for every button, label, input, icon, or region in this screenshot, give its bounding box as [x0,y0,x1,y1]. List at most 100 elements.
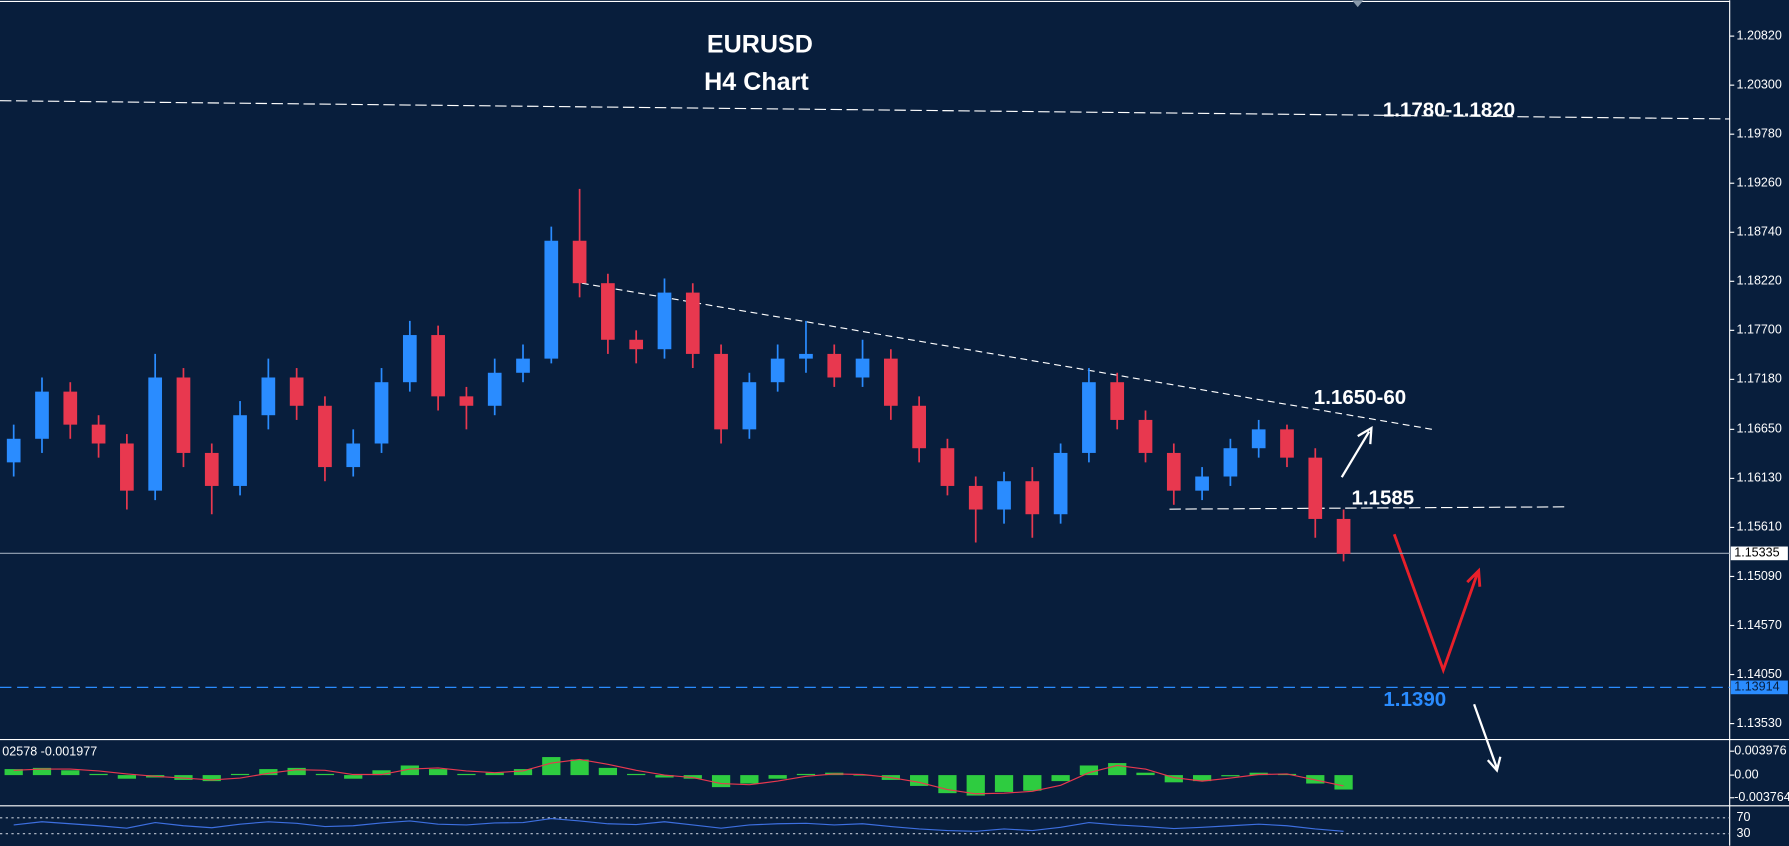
macd-bar [457,773,476,776]
candle-body [572,240,587,284]
y-tick-label: 1.18220 [1737,274,1782,288]
candle-body [799,353,813,359]
candle-body [714,353,728,430]
candle-body [997,481,1011,510]
candle-body [6,438,21,463]
chart-title: EURUSD [707,31,813,59]
candle-body [1195,476,1209,491]
y-tick-label: 70 [1737,810,1751,824]
arrow [1392,533,1482,675]
macd-bar [1079,765,1099,776]
macd-bar [315,773,335,776]
macd-bar [1023,775,1042,791]
macd-bar [1108,763,1127,776]
price-label: 1.15335 [1734,546,1779,560]
candle-body [1082,382,1096,453]
candle-body [884,358,898,406]
price-marker [1730,546,1788,561]
y-tick-label: 1.16130 [1737,471,1782,485]
candle-body [657,292,672,350]
candle-body [601,283,615,340]
y-tick-label: 1.19260 [1737,176,1782,190]
macd-bar [796,773,816,776]
price-marker [1730,680,1788,695]
y-tick-label: 1.15090 [1737,569,1782,583]
resistance-line [0,100,1730,120]
marker [1352,0,1364,8]
y-tick-label: -0.003764 [1734,790,1789,804]
macd-bar [768,775,787,779]
candle-body [1308,457,1323,519]
drawings [0,100,1730,773]
candle-body [1251,429,1266,449]
y-tick-label: 1.18740 [1737,225,1782,239]
candle-body [261,377,276,416]
macd-bar [259,769,278,776]
macd-bar [202,775,221,782]
candle-body [233,415,247,486]
candle-body [912,405,926,449]
macd-bar [627,773,646,776]
macd-bar [1277,773,1297,776]
trend-line [581,282,1432,430]
macd-bar [655,775,674,778]
candle-body [827,353,842,378]
macd-bar [1221,775,1240,777]
candle-body [318,405,332,468]
macd-bar [1249,772,1268,776]
annotation: 1.1390 [1383,688,1446,711]
macd-bar [598,767,618,776]
y-tick-label: 1.17700 [1737,323,1782,337]
y-tick-label: 1.15610 [1737,520,1782,534]
candle-body [968,485,983,510]
macd-bar [4,769,23,776]
arrow [1473,703,1502,773]
macd-bar [853,775,872,776]
macd-bar [570,759,589,776]
candle-body [770,358,785,383]
candle-body [1025,481,1040,515]
candle-body [91,424,106,444]
annotation: 1.1585 [1351,486,1414,509]
macd-bar [966,775,985,796]
candle-body [685,292,700,354]
y-tick-label: 1.19780 [1737,127,1782,141]
macd-bar [1306,775,1325,784]
macd-bar [485,772,504,776]
macd-bar [1192,775,1212,782]
macd-bar [683,775,702,779]
candle-body [431,335,445,397]
candle-body [940,448,955,486]
candle-body [855,358,870,378]
y-tick-label: 1.20820 [1737,28,1782,42]
macd-label: 02578 -0.001977 [2,744,97,758]
annotation: 1.1650-60 [1314,386,1406,409]
macd-bar [1334,775,1353,790]
candle-body [1053,452,1068,515]
y-tick-label: 0.003976 [1734,743,1786,757]
macd-bar [400,765,419,776]
candle-body [148,377,163,491]
macd-bar [89,773,108,776]
y-tick-label: 1.14050 [1737,667,1782,681]
candle-body [402,335,417,383]
y-tick-label: 1.14570 [1737,618,1782,632]
candle-body [544,240,559,359]
price-label: 1.13914 [1734,680,1779,694]
candle-body [459,396,474,406]
candle-body [35,391,49,439]
macd-bar [287,767,306,776]
macd-bar [513,769,533,776]
macd-bar [230,773,250,776]
y-tick-label: 1.16650 [1737,422,1782,436]
arrow [1340,426,1373,478]
y-tick-label: 30 [1737,826,1751,840]
macd-signal [13,758,1344,795]
candle-body [1336,518,1351,554]
y-tick-label: 1.17180 [1737,372,1782,386]
candle-body [289,377,304,406]
y-tick-label: 1.13530 [1737,716,1782,730]
